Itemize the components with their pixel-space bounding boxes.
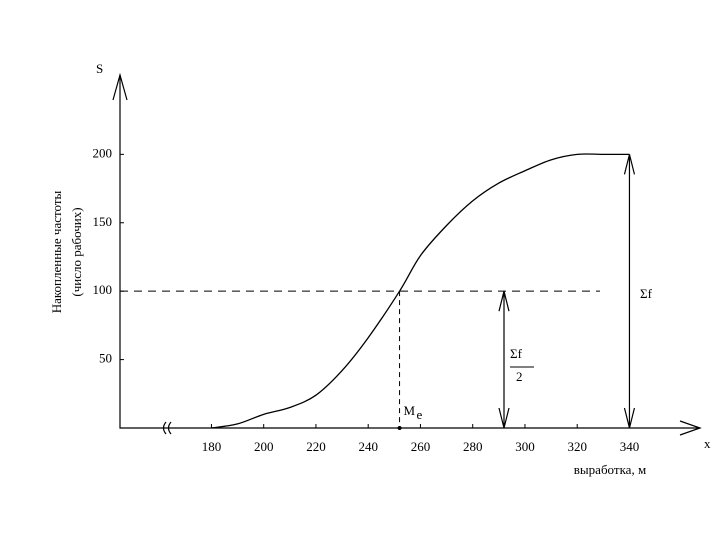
ogive-line	[211, 153, 630, 429]
x-title: выработка, м	[574, 462, 646, 477]
axis-arrows	[112, 72, 702, 436]
x-tick-label: 300	[515, 439, 535, 454]
x-tick-label: 260	[411, 439, 431, 454]
y-tick-label: 200	[93, 145, 113, 160]
y-tick-label: 100	[93, 282, 113, 297]
y-tick-label: 150	[93, 214, 113, 229]
total-label: Σf	[640, 286, 653, 301]
x-tick-label: 340	[620, 439, 640, 454]
half-total-arrow	[498, 291, 510, 429]
y-subtitle: (число рабочих)	[69, 207, 84, 296]
median-label: M	[404, 403, 416, 418]
half-label: Σf	[510, 346, 523, 361]
x-tick-label: 200	[254, 439, 274, 454]
axes	[119, 75, 700, 429]
y-axis-label: S	[96, 61, 103, 76]
total-arrow	[623, 154, 636, 429]
x-tick-label: 180	[202, 439, 222, 454]
y-title: Накопленные частоты	[49, 190, 64, 313]
axis-break	[162, 421, 172, 435]
x-tick-label: 220	[306, 439, 326, 454]
x-tick-label: 240	[358, 439, 378, 454]
x-axis-label: x	[704, 436, 711, 451]
half-divisor: 2	[516, 369, 523, 384]
x-tick-label: 280	[463, 439, 483, 454]
y-tick-label: 50	[99, 351, 112, 366]
median-point	[397, 426, 402, 430]
x-tick-label: 320	[567, 439, 587, 454]
median-sub: e	[417, 407, 423, 422]
